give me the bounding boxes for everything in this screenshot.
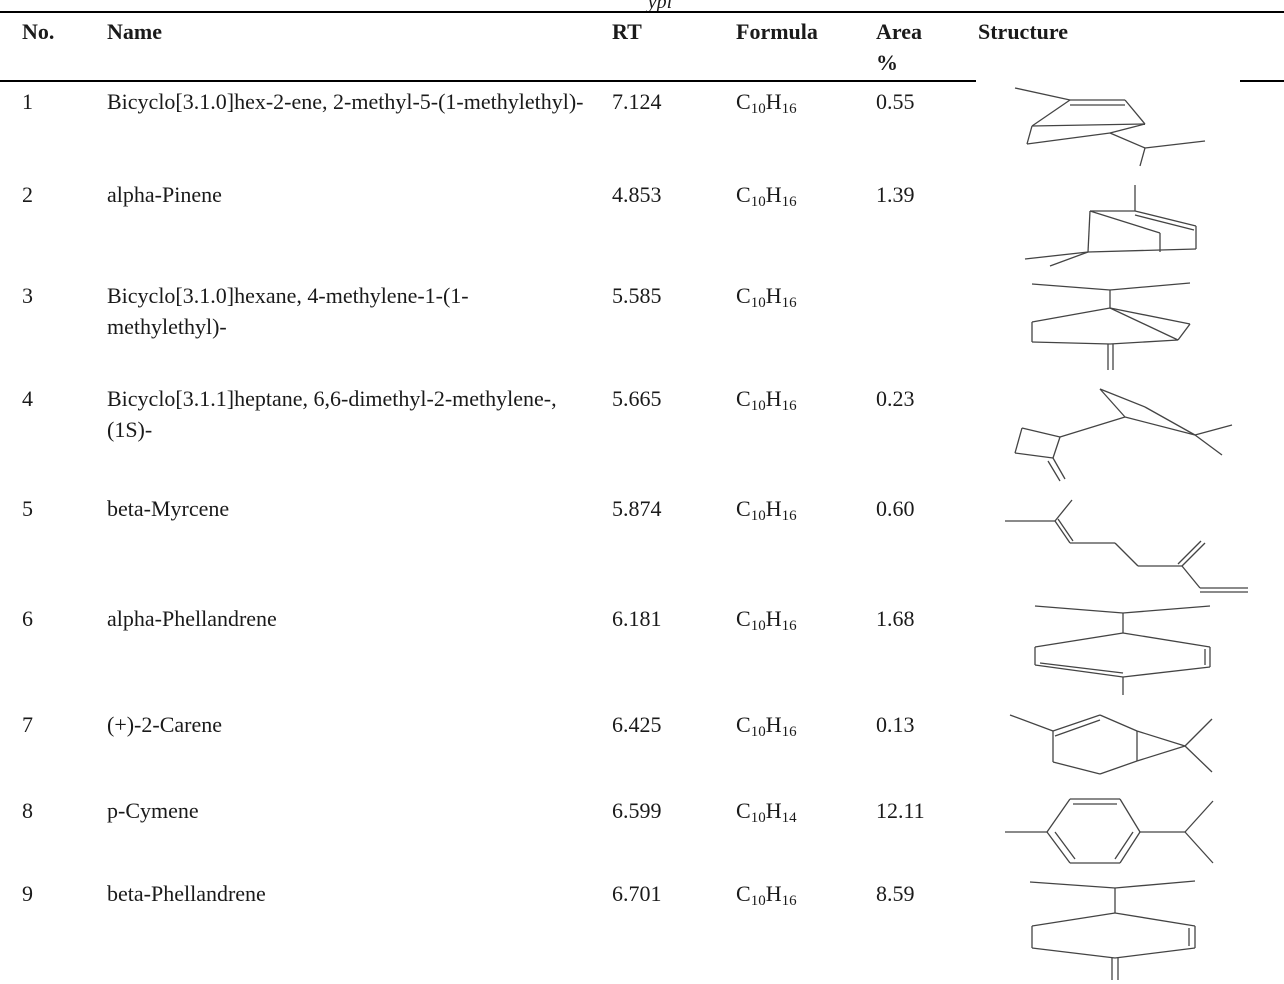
alpha-phellandrene-structure-icon [1034,605,1211,695]
row-formula: C10H16 [736,89,797,117]
row-rt: 6.181 [612,606,662,631]
row-area: 12.11 [876,798,925,823]
row-formula: C10H16 [736,881,797,909]
table-top-rule [0,11,1284,13]
row-no: 5 [22,496,33,521]
row-no: 2 [22,182,33,207]
alpha-pinene-structure-icon [1024,185,1197,267]
header-area-line2: % [876,50,898,75]
header-bottom-rule-right [1240,80,1284,82]
row-formula: C10H16 [736,712,797,740]
beta-pinene-structure-icon [1014,388,1233,482]
row-area: 0.23 [876,386,915,411]
row-formula: C10H16 [736,606,797,634]
table-caption-fragment: ypi [647,0,673,13]
row-name: beta-Phellandrene [107,881,266,906]
row-formula: C10H16 [736,496,797,524]
beta-phellandrene-structure-icon [1029,880,1196,980]
header-formula: Formula [736,19,818,44]
row-rt: 6.599 [612,798,662,823]
header-area: Area % [876,16,922,78]
row-rt: 6.701 [612,881,662,906]
row-area: 1.39 [876,182,915,207]
row-name: Bicyclo[3.1.0]hex-2-ene, 2-methyl-5-(1-m… [107,89,584,114]
header-area-line1: Area [876,19,923,44]
row-no: 7 [22,712,33,737]
header-name: Name [107,19,162,44]
row-no: 3 [22,283,33,308]
row-rt: 5.585 [612,283,662,308]
carene-structure-icon [1009,714,1213,775]
myrcene-structure-icon [1005,499,1248,593]
sabinene-structure-icon [1031,282,1191,370]
row-no: 6 [22,606,33,631]
row-name: Bicyclo[3.1.1]heptane, 6,6-dimethyl-2-me… [107,386,557,442]
row-area: 0.60 [876,496,915,521]
row-name: Bicyclo[3.1.0]hexane, 4-methylene-1-(1-m… [107,283,469,339]
header-structure: Structure [978,19,1069,44]
row-no: 8 [22,798,33,823]
thujene-structure-icon [1014,87,1206,167]
row-rt: 7.124 [612,89,662,114]
row-rt: 5.874 [612,496,662,521]
row-rt: 6.425 [612,712,662,737]
row-area: 1.68 [876,606,915,631]
row-name: beta-Myrcene [107,496,230,521]
row-formula: C10H16 [736,283,797,311]
row-formula: C10H16 [736,386,797,414]
header-bottom-rule [0,80,976,82]
row-area: 0.13 [876,712,915,737]
row-no: 1 [22,89,33,114]
p-cymene-structure-icon [1005,798,1214,864]
header-rt: RT [612,19,642,44]
row-formula: C10H14 [736,798,797,826]
row-no: 9 [22,881,33,906]
row-name: (+)-2-Carene [107,712,223,737]
row-rt: 5.665 [612,386,662,411]
row-name: alpha-Phellandrene [107,606,277,631]
row-name: p-Cymene [107,798,199,823]
header-no: No. [22,19,55,44]
row-formula: C10H16 [736,182,797,210]
row-area: 0.55 [876,89,915,114]
row-area: 8.59 [876,881,915,906]
row-rt: 4.853 [612,182,662,207]
row-name: alpha-Pinene [107,182,222,207]
row-no: 4 [22,386,33,411]
